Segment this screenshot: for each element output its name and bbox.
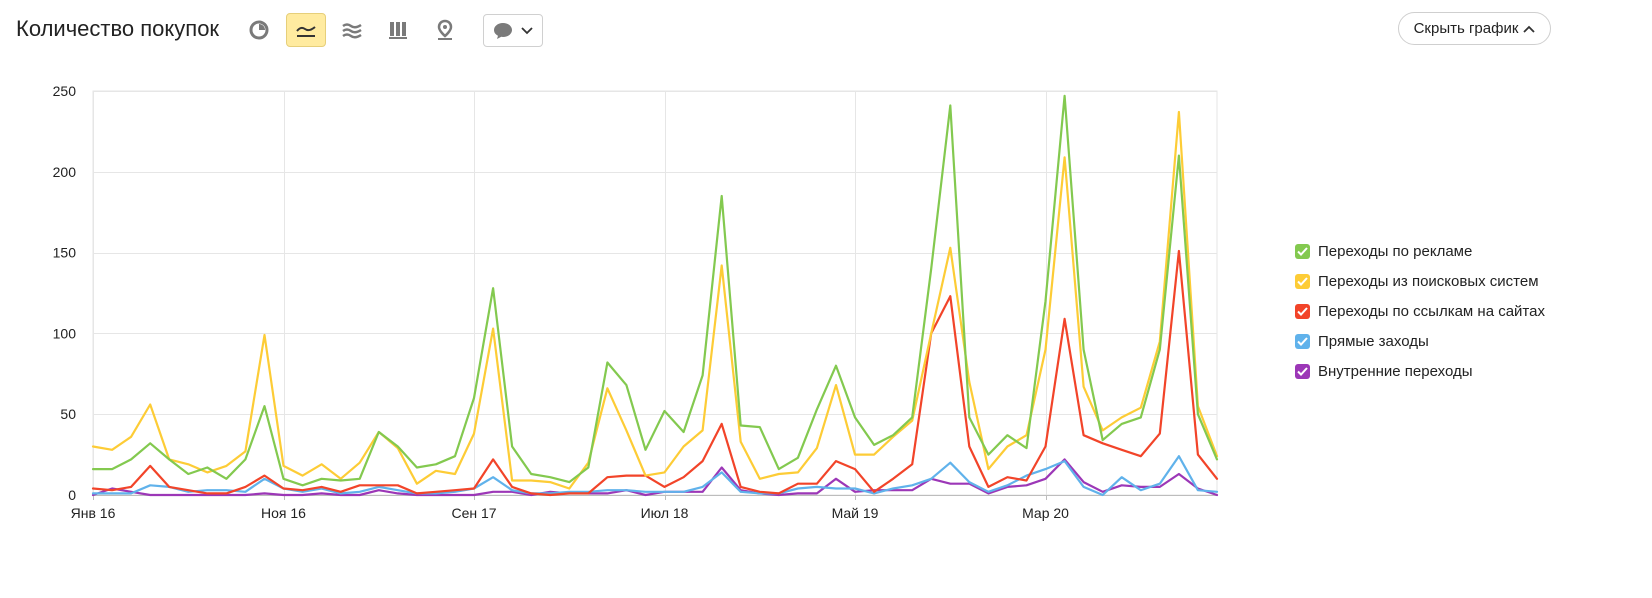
y-tick-label: 150: [53, 245, 77, 261]
line-chart-button[interactable]: [286, 13, 326, 47]
y-tick-label: 0: [68, 487, 76, 503]
area-chart-icon: [342, 23, 362, 39]
legend-item[interactable]: Переходы из поисковых систем: [1295, 266, 1545, 296]
line-chart-icon: [296, 26, 316, 37]
area-chart-button[interactable]: [332, 13, 372, 47]
legend-label: Переходы из поисковых систем: [1318, 272, 1539, 290]
legend-item[interactable]: Переходы по ссылкам на сайтах: [1295, 296, 1545, 326]
x-tick-label: Сен 17: [451, 505, 496, 521]
map-button[interactable]: [425, 13, 465, 47]
checkbox-checked-icon[interactable]: [1295, 243, 1310, 259]
x-tick-label: Май 19: [832, 505, 879, 521]
x-tick-label: Мар 20: [1022, 505, 1069, 521]
x-tick-label: Ноя 16: [261, 505, 306, 521]
line-chart: 0 50 100 150 200 250 Янв 16 Ноя 16 Сен 17 Июл 18 М…: [53, 83, 1219, 521]
x-tick-label: Янв 16: [71, 505, 116, 521]
page-title: Количество покупок: [16, 16, 220, 41]
checkbox-checked-icon[interactable]: [1295, 273, 1310, 289]
legend-label: Переходы по ссылкам на сайтах: [1318, 302, 1545, 320]
x-tick-label: Июл 18: [641, 505, 689, 521]
bar-chart-icon: [389, 22, 407, 39]
checkbox-checked-icon[interactable]: [1295, 303, 1310, 319]
pie-chart-icon: [249, 20, 269, 40]
hide-chart-label: Скрыть график: [1413, 20, 1519, 37]
chart-legend: Переходы по рекламе Переходы из поисковых…: [1295, 236, 1545, 386]
pie-chart-button[interactable]: [239, 13, 279, 47]
chevron-up-icon: [1523, 25, 1536, 33]
legend-label: Внутренние переходы: [1318, 362, 1473, 380]
chevron-down-icon: [521, 26, 533, 34]
checkbox-checked-icon[interactable]: [1295, 363, 1310, 379]
y-tick-label: 250: [53, 83, 77, 99]
legend-label: Переходы по рекламе: [1318, 242, 1473, 260]
hide-chart-button[interactable]: Скрыть график: [1398, 12, 1551, 45]
checkbox-checked-icon[interactable]: [1295, 333, 1310, 349]
legend-item[interactable]: Переходы по рекламе: [1295, 236, 1545, 266]
y-tick-label: 100: [53, 325, 77, 341]
y-tick-label: 50: [60, 406, 76, 422]
series-line-2: [91, 249, 1219, 497]
comment-dropdown[interactable]: [483, 14, 543, 47]
legend-label: Прямые заходы: [1318, 332, 1429, 350]
legend-item[interactable]: Внутренние переходы: [1295, 356, 1545, 386]
series-line-4: [91, 458, 1219, 497]
legend-item[interactable]: Прямые заходы: [1295, 326, 1545, 356]
y-tick-label: 200: [53, 164, 77, 180]
map-icon: [437, 19, 453, 40]
comment-icon: [494, 22, 512, 39]
series-line-0: [91, 94, 1219, 487]
bar-chart-button[interactable]: [378, 13, 418, 47]
